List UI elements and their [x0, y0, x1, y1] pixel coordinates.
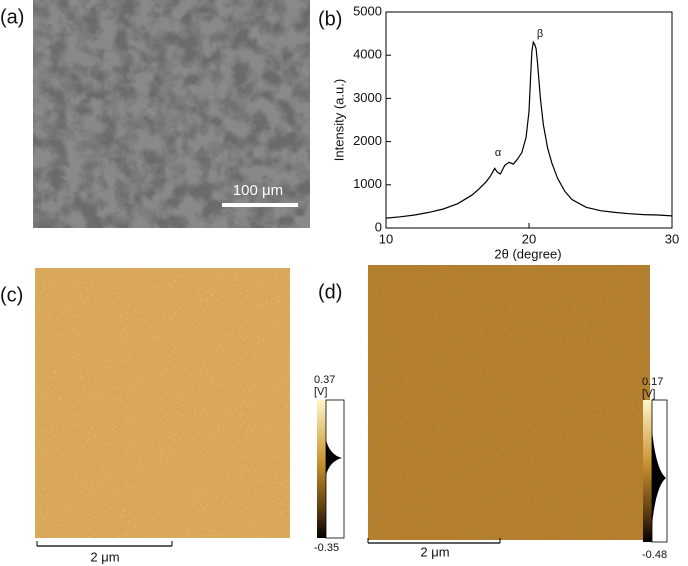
panel-label: (b): [318, 8, 342, 30]
colorbar-unit: [V]: [642, 388, 655, 400]
scale-bar-label: 100 μm: [233, 182, 283, 199]
scale-bar-label: 2 μm: [90, 549, 119, 564]
panel-label: (c): [0, 284, 23, 306]
colorbar: [643, 400, 652, 542]
xrd-plot: 10 20 30 0 1000 2000 3000 4000 5000: [353, 3, 679, 246]
panel-label: (d): [318, 281, 342, 303]
colorbar-min: -0.35: [314, 542, 339, 554]
histogram: [326, 440, 342, 475]
peak-annotation: β: [537, 28, 543, 40]
y-tick-label: 1000: [353, 176, 382, 191]
xrd-curve: [385, 40, 673, 219]
y-tick-label: 5000: [353, 3, 382, 18]
y-tick-label: 3000: [353, 90, 382, 105]
y-tick-label: 2000: [353, 133, 382, 148]
peak-annotation: α: [495, 147, 502, 159]
afm-texture: [35, 268, 290, 538]
y-tick-label: 4000: [353, 47, 382, 62]
sem-texture: [33, 0, 310, 228]
colorbar-min: -0.48: [642, 549, 667, 561]
panel-label: (a): [0, 6, 24, 28]
x-tick-label: 30: [665, 231, 679, 246]
x-axis-label: 2θ (degree): [494, 246, 561, 261]
histogram-box: [325, 399, 345, 539]
scale-bar-label: 2 μm: [420, 544, 449, 559]
afm-texture: [368, 265, 650, 540]
colorbar-unit: [V]: [314, 386, 327, 398]
y-axis-label: Intensity (a.u.): [331, 79, 346, 161]
x-tick-label: 10: [379, 231, 393, 246]
y-tick-label: 0: [375, 219, 382, 234]
colorbar: [317, 400, 326, 538]
plot-frame: [385, 11, 673, 229]
colorbar-max: 0.37: [314, 374, 335, 386]
histogram: [652, 430, 666, 525]
colorbar-max: 0.17: [642, 376, 663, 388]
x-tick-label: 20: [522, 231, 536, 246]
